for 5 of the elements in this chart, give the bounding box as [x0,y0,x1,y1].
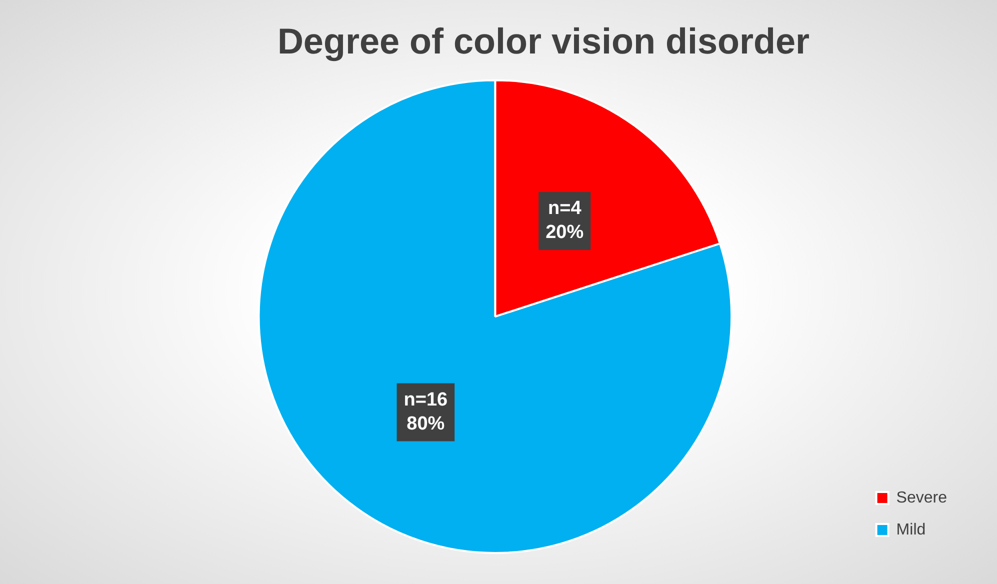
data-label: n=16 80% [404,389,448,434]
legend-label: Mild [896,521,926,538]
data-label: n=4 20% [546,198,584,244]
legend-label: Severe [896,489,948,506]
chart-title: Degree of color vision disorder [277,20,810,62]
